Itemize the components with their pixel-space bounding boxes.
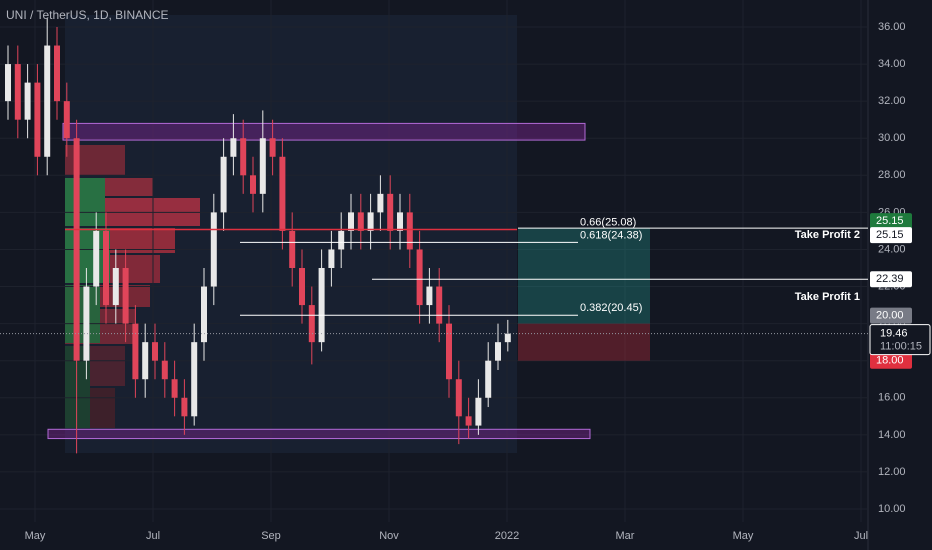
candle-body <box>269 138 276 157</box>
price-badge-label: 20.00 <box>876 310 904 322</box>
candle-body <box>348 212 354 231</box>
candle-body <box>328 249 335 268</box>
y-tick-label: 12.00 <box>878 466 906 478</box>
candle-body <box>63 101 70 139</box>
zone <box>47 428 591 440</box>
candle-body <box>397 212 403 231</box>
candle-body <box>14 64 21 120</box>
x-tick-label: Nov <box>379 530 399 542</box>
y-tick-label: 24.00 <box>878 243 906 255</box>
y-tick-label: 32.00 <box>878 95 906 107</box>
candle-body <box>289 230 296 268</box>
candle-body <box>191 342 198 417</box>
candle-body <box>299 268 305 306</box>
candle-body <box>250 175 256 194</box>
candle-body <box>406 212 413 250</box>
candle-body <box>416 249 423 306</box>
candle-body <box>34 82 41 157</box>
candle-body <box>83 286 90 361</box>
candle-body <box>112 268 119 306</box>
candle-body <box>132 323 139 380</box>
candle-body <box>161 360 168 380</box>
candle-body <box>54 45 60 102</box>
candle-body <box>357 212 364 231</box>
x-tick-label: Jul <box>146 530 160 542</box>
candle-body <box>367 212 374 231</box>
price-badge <box>870 271 912 288</box>
candle-body <box>73 138 80 361</box>
candle-body <box>5 64 11 102</box>
candle-body <box>230 138 237 157</box>
candle-body <box>103 230 109 306</box>
y-tick-label: 10.00 <box>878 503 906 515</box>
price-badge <box>870 227 912 244</box>
candle-body <box>122 268 129 324</box>
last-price-label: 19.46 <box>880 328 908 340</box>
y-tick-label: 34.00 <box>878 58 906 70</box>
x-tick-label: May <box>733 530 754 542</box>
fib-label: 0.66(25.08) <box>580 216 636 228</box>
candle-body <box>240 138 247 176</box>
candle-body <box>210 212 217 287</box>
fib-label: 0.382(20.45) <box>580 302 642 314</box>
candle-body <box>44 45 51 157</box>
price-badge-label: 25.15 <box>876 215 904 227</box>
candle-body <box>152 342 158 361</box>
x-tick-label: Mar <box>616 530 635 542</box>
candle-body <box>142 342 149 380</box>
candle-body <box>181 397 188 417</box>
loss-box <box>518 323 650 361</box>
profit-box <box>518 228 650 324</box>
candle-body <box>171 379 178 398</box>
price-badge-label: 22.39 <box>876 273 904 285</box>
candle-body <box>426 286 433 306</box>
countdown-label: 11:00:15 <box>880 341 922 353</box>
target-label: Take Profit 1 <box>795 291 860 303</box>
candle-body <box>495 342 501 361</box>
candle-body <box>475 397 482 426</box>
candle-body <box>93 230 100 287</box>
candle-body <box>318 268 325 343</box>
price-badge <box>870 307 912 324</box>
candle-body <box>465 416 472 426</box>
candle-body <box>24 82 31 120</box>
candle-body <box>436 286 443 324</box>
candle-body <box>504 333 511 343</box>
x-tick-label: Sep <box>261 530 281 542</box>
candle-body <box>308 305 315 343</box>
y-tick-label: 30.00 <box>878 132 906 144</box>
price-badge <box>870 352 912 369</box>
y-tick-label: 36.00 <box>878 21 906 33</box>
price-badge <box>870 213 912 230</box>
candle-body <box>279 156 286 231</box>
candle-body <box>455 379 462 417</box>
candle-body <box>485 360 492 398</box>
fib-label: 0.618(24.38) <box>580 229 642 241</box>
chart-title: UNI / TetherUS, 1D, BINANCE <box>6 8 169 22</box>
candle-body <box>446 323 452 380</box>
y-tick-label: 16.00 <box>878 392 906 404</box>
x-tick-label: Jul <box>854 530 868 542</box>
candle-body <box>377 193 384 213</box>
y-tick-label: 14.00 <box>878 429 906 441</box>
x-tick-label: 2022 <box>495 530 519 542</box>
candle-body <box>387 193 394 231</box>
candle-body <box>220 156 227 213</box>
candle-body <box>201 286 207 343</box>
target-label: Take Profit 2 <box>795 229 860 241</box>
y-tick-label: 28.00 <box>878 169 906 181</box>
price-badge-label: 25.15 <box>876 229 904 241</box>
last-price-badge <box>869 324 931 356</box>
candle-body <box>259 138 266 194</box>
x-tick-label: May <box>25 530 46 542</box>
candle-body <box>338 230 345 250</box>
zone <box>62 122 586 141</box>
price-badge-label: 18.00 <box>876 355 904 367</box>
